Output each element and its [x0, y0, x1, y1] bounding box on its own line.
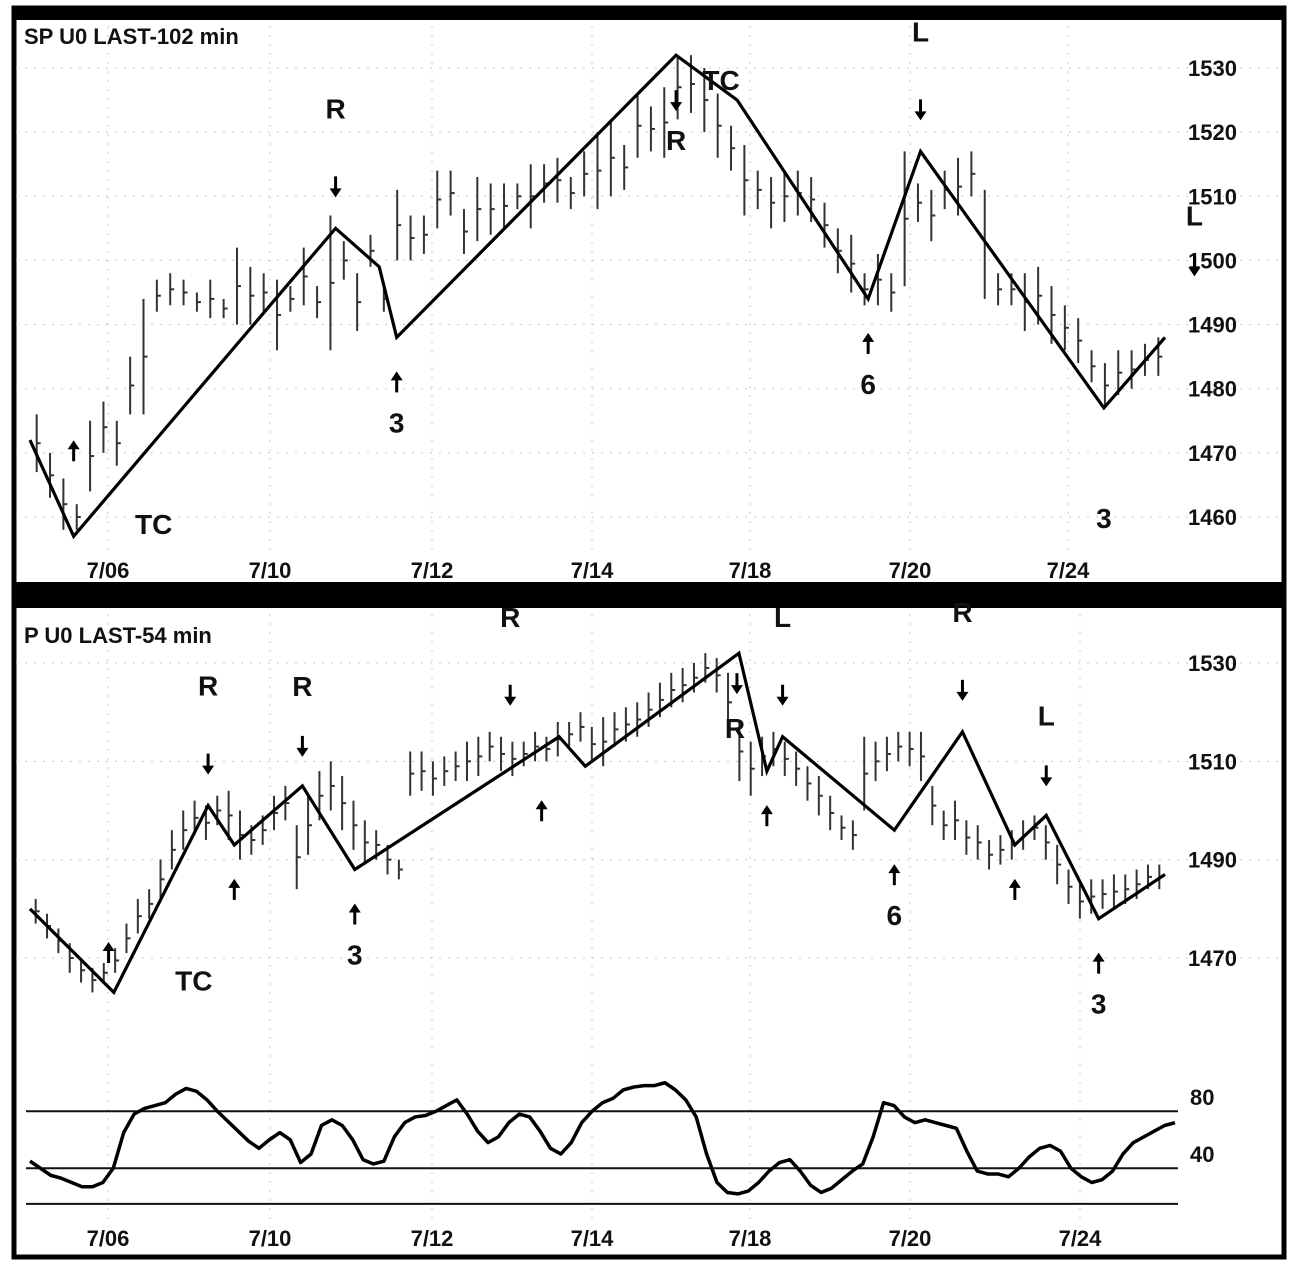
y-tick-label: 1520 — [1188, 120, 1237, 145]
top-border — [14, 8, 1284, 20]
annotation-label: 3 — [1096, 503, 1112, 534]
arrow-head-icon — [202, 765, 215, 775]
y-tick-label: 1480 — [1188, 377, 1237, 402]
annotation-label: R — [725, 713, 745, 744]
x-tick-label: 7/20 — [889, 558, 932, 583]
arrow-head-icon — [1092, 952, 1105, 962]
outer-frame — [11, 5, 1287, 1260]
swing-line — [28, 53, 1167, 540]
y-tick-label: 1490 — [1188, 313, 1237, 338]
x-tick-label: 7/24 — [1059, 1226, 1103, 1251]
y-tick-label: 1460 — [1188, 505, 1237, 530]
x-tick-label: 7/14 — [571, 1226, 615, 1251]
annotation-label: L — [774, 602, 791, 633]
y-tick-label: 80 — [1190, 1085, 1214, 1110]
chart-title: SP U0 LAST-102 min — [24, 24, 239, 49]
price-panel-2: P U0 LAST-54 min 1530 1510 1490 1470 7/06 7/10… — [16, 597, 1282, 1251]
chart-title: P U0 LAST-54 min — [24, 623, 212, 648]
annotation-label: R — [666, 125, 686, 156]
annotation-label: R — [198, 671, 218, 702]
arrow-head-icon — [862, 332, 875, 342]
price-panel-1: SP U0 LAST-102 min1530152015101500149014… — [16, 16, 1282, 583]
arrow-head-icon — [296, 747, 309, 757]
y-tick-label: 1510 — [1188, 184, 1237, 209]
annotation-label: TC — [135, 509, 172, 540]
x-tick-label: 7/12 — [411, 558, 454, 583]
annotation-label: R — [325, 93, 345, 124]
arrow-head-icon — [776, 696, 789, 706]
x-tick-label: 7/06 — [87, 558, 130, 583]
arrow-head-icon — [730, 685, 743, 695]
arrow-head-icon — [914, 111, 927, 121]
y-tick-label: 1530 — [1188, 651, 1237, 676]
annotation-label: 6 — [860, 369, 876, 400]
x-tick-label: 7/12 — [411, 1226, 454, 1251]
arrow-head-icon — [348, 903, 361, 913]
y-tick-label: 1510 — [1188, 749, 1237, 774]
arrow-head-icon — [956, 691, 969, 701]
annotation-label: L — [1038, 700, 1055, 731]
annotation-label: 3 — [347, 940, 363, 971]
annotation-label: 3 — [389, 407, 405, 438]
annotation-label: 3 — [1091, 989, 1107, 1020]
x-tick-label: 7/06 — [87, 1226, 130, 1251]
y-tick-label: 1490 — [1188, 848, 1237, 873]
arrow-head-icon — [504, 696, 517, 706]
x-tick-label: 7/10 — [249, 558, 292, 583]
annotation-label: R — [952, 597, 972, 628]
x-tick-label: 7/10 — [249, 1226, 292, 1251]
annotation-label: L — [1186, 200, 1203, 231]
annotation-label: R — [292, 671, 312, 702]
arrow-head-icon — [535, 800, 548, 810]
arrow-head-icon — [760, 805, 773, 815]
y-tick-label: 1470 — [1188, 946, 1237, 971]
y-tick-label: 1530 — [1188, 56, 1237, 81]
panel-separator — [14, 582, 1284, 608]
x-tick-label: 7/14 — [571, 558, 615, 583]
oscillator-panel: 80 40 — [26, 1081, 1214, 1205]
x-tick-label: 7/24 — [1047, 558, 1091, 583]
x-tick-label: 7/18 — [729, 558, 772, 583]
annotation-label: TC — [175, 965, 212, 996]
arrow-head-icon — [1188, 267, 1201, 277]
annotation-label: TC — [702, 65, 739, 96]
arrow-head-icon — [1040, 777, 1053, 787]
arrow-head-icon — [390, 371, 403, 381]
oscillator-line — [29, 1081, 1176, 1196]
swing-line — [28, 650, 1166, 996]
x-tick-label: 7/18 — [729, 1226, 772, 1251]
annotation-label: 6 — [887, 900, 903, 931]
annotation-label: L — [912, 16, 929, 47]
arrow-head-icon — [670, 102, 683, 112]
y-tick-label: 40 — [1190, 1142, 1214, 1167]
x-tick-label: 7/20 — [889, 1226, 932, 1251]
arrow-head-icon — [1008, 878, 1021, 888]
annotation-label: R — [500, 602, 520, 633]
arrow-head-icon — [67, 440, 80, 450]
arrow-head-icon — [228, 878, 241, 888]
y-tick-label: 1470 — [1188, 441, 1237, 466]
arrow-head-icon — [329, 188, 342, 198]
arrow-head-icon — [102, 942, 115, 951]
arrow-head-icon — [888, 864, 901, 874]
